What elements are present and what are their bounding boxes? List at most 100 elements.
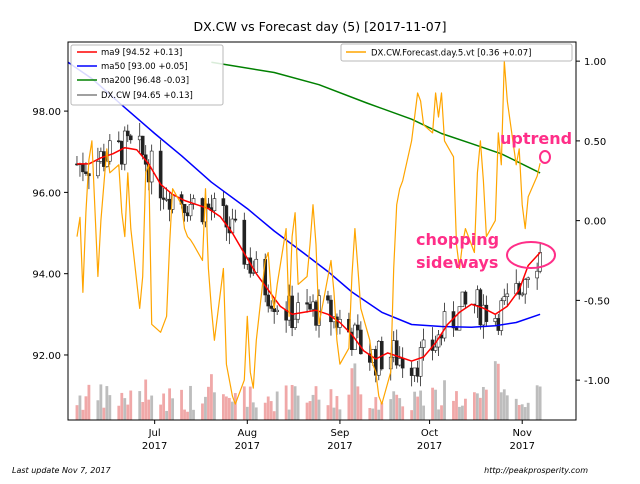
volume-bar xyxy=(452,400,455,420)
volume-bar xyxy=(353,363,357,420)
candle-body xyxy=(356,324,360,331)
volume-bar xyxy=(392,391,396,420)
candle-body xyxy=(119,140,124,165)
candle-body xyxy=(412,367,417,376)
candle-body xyxy=(200,198,205,223)
annotations: uptrend chopping sideways xyxy=(416,129,572,272)
candle-body xyxy=(81,163,85,173)
volume-bar xyxy=(413,391,417,420)
volume-bar xyxy=(159,404,163,420)
candle-body xyxy=(442,311,447,339)
volume-bar xyxy=(129,390,133,420)
volume-bar xyxy=(108,395,112,420)
volume-bar xyxy=(535,385,539,420)
candle-body xyxy=(185,212,190,217)
candle-body xyxy=(206,203,211,208)
candle-body xyxy=(224,205,229,228)
x-tick-label-month: Sep xyxy=(330,428,349,439)
series-line-ma200 xyxy=(211,61,541,174)
volume-bar xyxy=(419,390,423,420)
candle-body xyxy=(96,161,100,177)
volume-bar xyxy=(380,402,384,420)
volume-bar xyxy=(221,394,225,420)
footer-last-update: Last update Nov 7, 2017 xyxy=(12,466,112,475)
candle-body xyxy=(535,270,539,279)
candle-body xyxy=(128,135,133,141)
legend-right-box xyxy=(340,43,573,62)
candle-body xyxy=(311,301,315,310)
candle-body xyxy=(242,219,247,265)
volume-bar xyxy=(224,396,228,420)
candle-body xyxy=(158,150,163,199)
candle-body xyxy=(275,309,279,313)
volume-bar xyxy=(227,397,231,420)
volume-bar xyxy=(207,386,210,420)
volume-bar xyxy=(120,392,124,420)
candle-body xyxy=(523,279,528,295)
candle-body xyxy=(99,151,103,162)
volume-bar xyxy=(293,386,297,420)
candle-body xyxy=(269,305,274,309)
volume-bar xyxy=(517,404,521,420)
volume-bar xyxy=(526,402,530,420)
candle-body xyxy=(137,135,142,141)
candle-body xyxy=(251,272,256,274)
candle-body xyxy=(329,299,333,323)
candle-body xyxy=(296,302,300,320)
volume-bar xyxy=(290,384,294,420)
volume-bar xyxy=(431,387,434,420)
volume-bar xyxy=(401,406,405,420)
candle-body xyxy=(421,339,426,348)
volume-bar xyxy=(171,398,174,420)
volume-bar xyxy=(473,392,476,420)
candle-body xyxy=(290,295,294,329)
volume-bar xyxy=(78,395,82,420)
annotation-sideways: sideways xyxy=(416,253,498,272)
volume-bar xyxy=(496,363,500,420)
volume-bar xyxy=(311,394,315,420)
candle-body xyxy=(475,289,480,306)
candle-body xyxy=(108,140,112,162)
volume-bar xyxy=(210,374,213,420)
candle-body xyxy=(457,306,462,331)
volume-bar xyxy=(308,401,312,420)
candle-body xyxy=(266,294,271,307)
volume-bar xyxy=(443,380,446,420)
volume-bar xyxy=(314,386,318,420)
legend-label-ma50: ma50 [93.00 +0.05] xyxy=(101,62,188,72)
annotation-sideways-circle xyxy=(506,241,556,269)
x-tick-label-year: 2017 xyxy=(417,441,442,452)
candle-body xyxy=(84,171,88,174)
series-line-ma50 xyxy=(67,61,541,329)
candle-body xyxy=(221,198,226,206)
volume-bar xyxy=(398,398,402,420)
volume-bar xyxy=(440,405,443,420)
volume-bar xyxy=(335,396,339,420)
volume-bar xyxy=(242,386,246,420)
volume-bar xyxy=(499,392,503,420)
volume-bar xyxy=(374,397,378,420)
volume-bar xyxy=(437,409,440,420)
left-axis: 92.00 94.00 96.00 98.00 xyxy=(32,107,68,362)
candle-body xyxy=(526,277,530,280)
candle-body xyxy=(505,293,510,298)
volume-bar xyxy=(287,409,291,420)
volume-bar xyxy=(150,395,154,420)
volume-bar xyxy=(99,384,103,420)
candle-body xyxy=(493,318,498,322)
x-tick-label-year: 2017 xyxy=(327,441,352,452)
candle-body xyxy=(359,329,363,355)
volume-bar xyxy=(75,405,79,420)
candle-body xyxy=(433,346,438,351)
volume-bar xyxy=(347,394,351,420)
right-axis: -1.00 -0.50 0.00 0.50 1.00 xyxy=(576,57,610,387)
volume-bar xyxy=(538,386,542,420)
y-right-tick-label: -0.50 xyxy=(584,296,610,307)
volume-bar xyxy=(359,394,363,420)
candle-body xyxy=(161,197,166,200)
annotation-chopping: chopping xyxy=(416,230,499,249)
volume-bar xyxy=(144,379,148,420)
candle-body xyxy=(454,327,459,331)
legend-label-forecast: DX.CW.Forecast.day.5.vt [0.36 +0.07] xyxy=(371,49,531,59)
candle-body xyxy=(394,340,399,366)
